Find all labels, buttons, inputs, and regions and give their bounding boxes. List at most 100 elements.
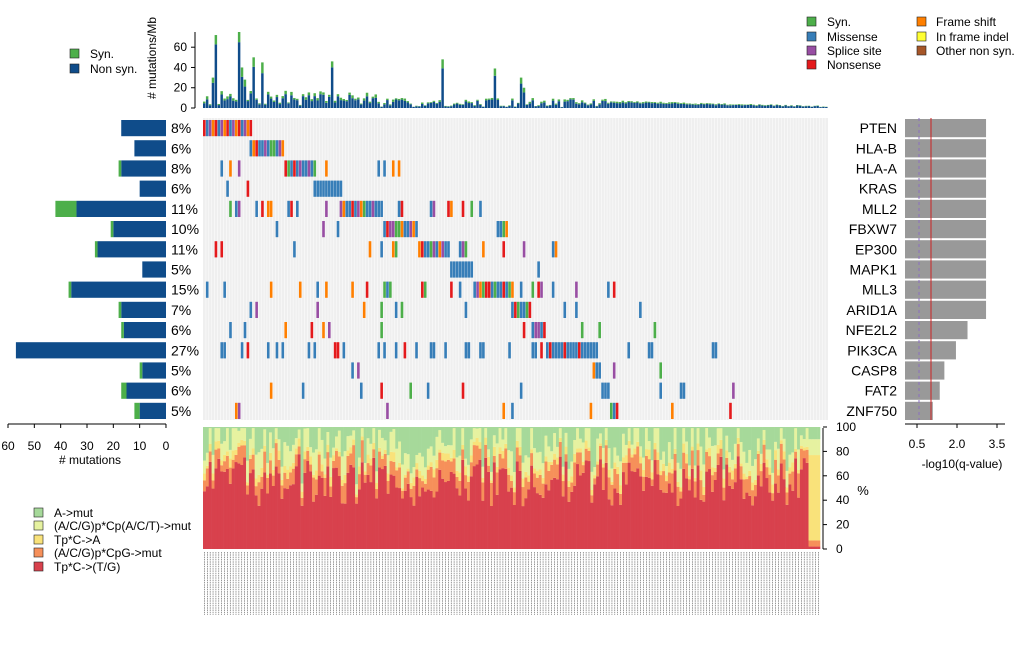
cell-PTEN-4 (214, 120, 218, 137)
sig-bar-144-0 (616, 492, 620, 549)
sig-bar-66-2 (392, 452, 396, 462)
sig-bar-96-1 (478, 448, 482, 460)
sig-bar-178-2 (713, 467, 717, 472)
sig-bar-173-1 (699, 480, 703, 500)
top-bar-syn-14 (243, 79, 247, 87)
sig-bar-9-3 (228, 449, 232, 459)
top-bar-nonsyn-109 (519, 83, 523, 108)
sig-bar-36-4 (306, 427, 310, 429)
sig-bar-43-2 (326, 444, 330, 453)
sig-bar-139-3 (601, 447, 606, 464)
cell-EP300-90 (464, 241, 468, 258)
cell-MLL2-89 (461, 200, 465, 217)
cell-MLL3-23 (269, 281, 273, 298)
top-bar-nonsyn-19 (258, 104, 261, 108)
legend-inframe: In frame indel (936, 30, 1009, 44)
signature-ylabel: % (857, 483, 869, 498)
sig-bar-97-0 (481, 500, 485, 549)
sig-bar-101-0 (492, 462, 497, 549)
sig-bar-111-4 (521, 427, 525, 463)
sig-bar-184-1 (731, 479, 735, 489)
sig-bar-102-4 (495, 427, 499, 444)
top-bar-syn-2 (208, 104, 212, 106)
percentage-labels: 8%6%8%6%11%10%11%5%15%7%6%27%5%6%5% (171, 120, 199, 419)
top-bar-nonsyn-103 (502, 106, 505, 108)
sig-bar-165-0 (676, 505, 680, 549)
sig-bar-192-4 (753, 427, 758, 460)
gene-label-ARID1A: ARID1A (846, 302, 897, 318)
sig-bar-205-0 (791, 490, 795, 549)
sig-bar-129-3 (573, 439, 577, 454)
sig-bar-4-1 (214, 449, 218, 469)
sig-bar-44-2 (329, 476, 333, 487)
sig-bar-140-2 (604, 439, 608, 446)
cell-MLL2-61 (380, 200, 383, 217)
left-bar-nonsyn-MLL3 (71, 281, 166, 298)
sig-bar-184-3 (731, 459, 735, 471)
cell-EP300-31 (293, 241, 296, 258)
sig-bar-6-0 (220, 471, 224, 549)
cell-HLA-A-60 (377, 160, 381, 177)
sig-bar-39-2 (314, 470, 319, 480)
top-bar-syn-138 (604, 98, 607, 102)
top-bar-nonsyn-138 (604, 101, 607, 108)
sig-bar-28-2 (283, 466, 287, 473)
top-bar-syn-151 (641, 102, 645, 104)
cell-NFE2L2-110 (522, 322, 526, 339)
sig-bar-47-1 (337, 456, 342, 477)
sig-bar-128-1 (570, 482, 574, 492)
left-bar-nonsyn-FAT2 (126, 382, 166, 399)
sig-bar-191-3 (751, 465, 755, 483)
cell-MLL3-64 (389, 281, 392, 298)
sig-bar-103-0 (498, 469, 502, 549)
left-bar-syn-MLL3 (68, 281, 72, 298)
top-bar-nonsyn-8 (226, 99, 229, 108)
sig-bar-40-2 (317, 451, 321, 455)
top-bar-nonsyn-95 (479, 104, 482, 108)
top-bar-nonsyn-202 (790, 105, 793, 108)
cell-PTEN-16 (249, 120, 253, 137)
cell-MLL3-139 (607, 281, 610, 298)
sig-bar-34-4 (300, 427, 304, 484)
sig-bar-122-1 (553, 459, 557, 478)
top-bar-syn-51 (351, 95, 354, 99)
sig-bar-80-4 (432, 427, 436, 456)
sig-bar-191-2 (751, 482, 755, 491)
sig-bar-86-4 (449, 427, 453, 446)
left-bar-nonsyn-MLL2 (76, 200, 166, 217)
sig-bar-175-4 (705, 427, 709, 429)
top-bar-nonsyn-181 (729, 105, 732, 108)
top-bar-nonsyn-41 (322, 94, 325, 108)
sig-bar-126-2 (564, 446, 568, 455)
sig-bar-210-4 (805, 427, 809, 429)
left-legend-swatch-nonsyn (69, 63, 80, 74)
sig-bar-156-2 (650, 472, 654, 480)
signature-bars (203, 427, 821, 549)
cell-PTEN-3 (211, 120, 215, 137)
top-bar-nonsyn-168 (691, 104, 694, 108)
sig-bar-12-1 (237, 446, 241, 464)
sig-bar-9-4 (228, 427, 232, 450)
sig-bar-8-0 (225, 468, 230, 549)
top-bar-nonsyn-172 (703, 104, 706, 108)
sig-bar-167-2 (682, 443, 686, 453)
sig-bar-1-0 (205, 486, 210, 549)
sig-bar-29-1 (286, 478, 290, 490)
gene-label-PIK3CA: PIK3CA (847, 342, 897, 358)
sig-bar-202-3 (782, 438, 786, 452)
qvalue-panel: 0.5 2.0 3.5 -log10(q-value) (905, 118, 1006, 471)
cell-FBXW7-63 (386, 221, 389, 238)
legend-swatch-syn (806, 16, 817, 27)
cell-FAT2-71 (409, 382, 413, 399)
sig-bar-114-3 (530, 428, 534, 450)
sig-bar-95-2 (475, 437, 479, 446)
sig-bar-31-0 (291, 484, 296, 549)
sig-bar-74-1 (415, 469, 419, 477)
sig-bar-33-2 (297, 438, 301, 447)
cell-CASP8-135 (595, 362, 599, 379)
top-bar-nonsyn-53 (357, 99, 360, 108)
cell-MLL3-97 (484, 281, 488, 298)
sig-bar-49-3 (343, 451, 347, 475)
cell-HLA-B-26 (278, 140, 282, 157)
